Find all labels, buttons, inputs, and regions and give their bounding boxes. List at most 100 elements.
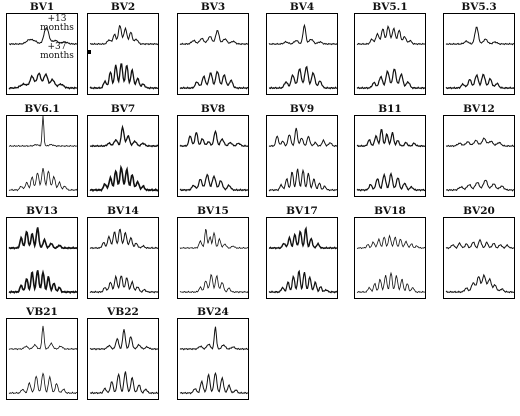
panel-bv7: BV7 [87, 104, 159, 197]
panel-bv3: BV3 [177, 2, 249, 95]
timepoint-label: months [40, 51, 74, 61]
traces [89, 228, 159, 294]
trace-37-months [179, 70, 249, 90]
trace-37-months [89, 164, 159, 192]
panel-label: B11 [378, 103, 402, 115]
trace-box [87, 318, 159, 400]
panel-label: BV1 [29, 1, 55, 13]
panel-label: BV14 [107, 205, 139, 217]
trace-13-months [268, 127, 338, 148]
trace-box [354, 13, 426, 95]
trace-13-months [179, 30, 249, 46]
trace-37-months [356, 271, 426, 294]
trace-13-months [89, 228, 159, 250]
traces [179, 129, 249, 192]
trace-box [6, 217, 78, 299]
trace-box [87, 115, 159, 197]
traces [445, 137, 515, 192]
panel-bv17: BV17 [266, 206, 338, 299]
traces [8, 116, 78, 192]
panel-label: BV4 [289, 1, 315, 13]
panel-label: BV12 [463, 103, 495, 115]
trace-13-months [179, 326, 249, 351]
trace-box [6, 115, 78, 197]
panel-label: BV24 [197, 306, 229, 318]
panel-bv6-1: BV6.1 [6, 104, 78, 197]
trace-13-months [179, 129, 249, 148]
traces [268, 127, 338, 192]
traces [89, 329, 159, 395]
panel-label: BV18 [374, 205, 406, 217]
trace-13-months [268, 23, 338, 46]
trace-13-months [445, 137, 515, 148]
panel-bv24: BV24 [177, 307, 249, 400]
panel-b11: B11 [354, 104, 426, 197]
trace-box [177, 318, 249, 400]
trace-box [443, 13, 515, 95]
traces [356, 128, 426, 192]
panel-label: BV20 [463, 205, 495, 217]
panel-bv12: BV12 [443, 104, 515, 197]
traces [179, 228, 249, 294]
panel-bv1: BV1 +13 months +37 months [6, 2, 78, 95]
trace-box [6, 318, 78, 400]
trace-box [177, 217, 249, 299]
trace-box [354, 115, 426, 197]
trace-37-months [8, 72, 78, 90]
timepoint-label: +13 [47, 14, 67, 24]
trace-13-months [8, 325, 78, 351]
traces [89, 124, 159, 192]
trace-37-months [445, 73, 515, 90]
traces [356, 234, 426, 294]
panel-label: BV7 [110, 103, 136, 115]
timepoint-label: +37 [47, 42, 67, 52]
traces [356, 25, 426, 90]
trace-13-months [89, 24, 159, 46]
trace-37-months [445, 273, 515, 294]
panel-label: BV2 [110, 1, 136, 13]
trace-37-months [89, 274, 159, 294]
trace-box [266, 217, 338, 299]
panel-label: BV6.1 [24, 103, 60, 115]
traces [89, 24, 159, 90]
panel-bv5-3: BV5.3 [443, 2, 515, 95]
panel-vb21: VB21 [6, 307, 78, 400]
trace-37-months [268, 65, 337, 90]
traces [8, 227, 78, 295]
trace-13-months [445, 26, 515, 46]
panel-bv4: BV4 [266, 2, 338, 95]
trace-37-months [356, 68, 426, 90]
trace-13-months [356, 234, 426, 250]
trace-13-months [356, 25, 426, 46]
trace-37-months [356, 172, 426, 192]
panel-label: VB21 [26, 306, 58, 318]
trace-37-months [179, 273, 249, 294]
trace-box [177, 13, 249, 95]
traces [445, 238, 515, 294]
traces [179, 30, 249, 90]
traces [8, 325, 78, 395]
traces [268, 226, 338, 294]
trace-13-months [179, 228, 249, 250]
trace-13-months [356, 128, 426, 148]
panel-label: BV3 [200, 1, 226, 13]
trace-37-months [179, 371, 249, 395]
marker-dot [88, 50, 91, 54]
panel-vb22: VB22 [87, 307, 159, 400]
trace-box [87, 217, 159, 299]
panel-bv9: BV9 [266, 104, 338, 197]
timepoint-label: months [40, 23, 74, 33]
trace-13-months [89, 329, 159, 351]
panel-bv13: BV13 [6, 206, 78, 299]
trace-37-months [268, 269, 338, 294]
trace-37-months [8, 372, 78, 395]
trace-13-months [8, 227, 78, 250]
trace-box [443, 115, 515, 197]
trace-box: +13 months +37 months [6, 13, 78, 95]
panel-label: BV5.3 [461, 1, 497, 13]
trace-box [87, 13, 159, 95]
panel-label: BV9 [289, 103, 315, 115]
trace-37-months [89, 371, 158, 395]
trace-box [266, 115, 338, 197]
